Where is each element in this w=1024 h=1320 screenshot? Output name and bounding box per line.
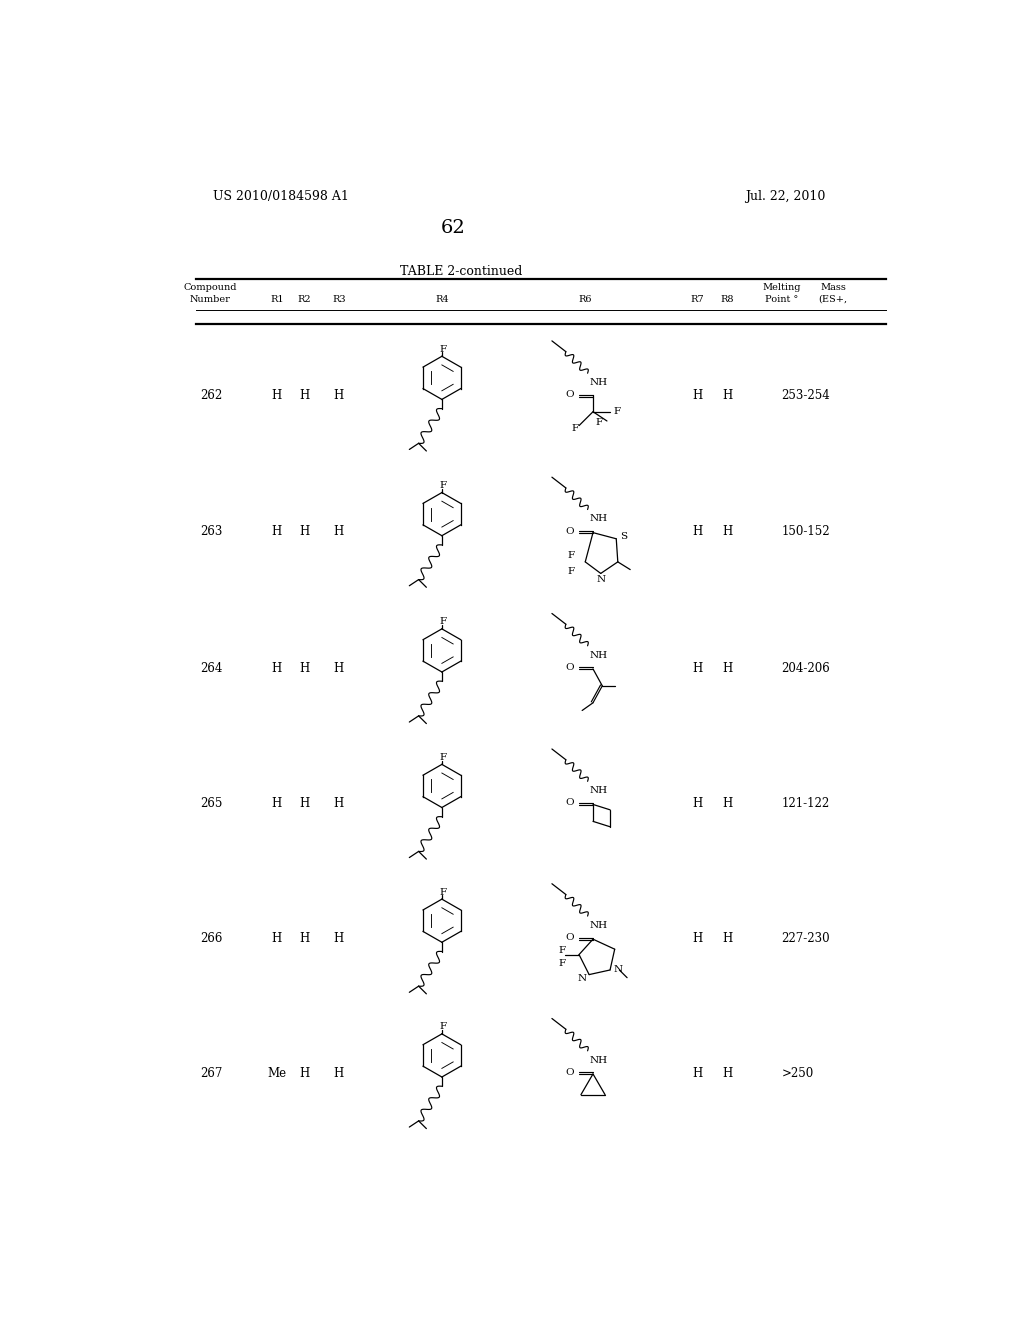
Text: 150-152: 150-152 (781, 525, 829, 539)
Text: F: F (558, 960, 565, 969)
Text: H: H (334, 525, 344, 539)
Text: H: H (271, 661, 282, 675)
Text: F: F (571, 424, 579, 433)
Text: N: N (578, 974, 587, 983)
Text: 263: 263 (201, 525, 223, 539)
Text: H: H (300, 932, 310, 945)
Text: Mass: Mass (820, 284, 846, 292)
Text: NH: NH (589, 787, 607, 795)
Text: Compound: Compound (183, 284, 237, 292)
Text: F: F (440, 345, 447, 354)
Text: H: H (271, 932, 282, 945)
Text: H: H (300, 661, 310, 675)
Text: H: H (722, 525, 732, 539)
Text: H: H (334, 389, 344, 403)
Text: 204-206: 204-206 (781, 661, 830, 675)
Text: S: S (621, 532, 628, 541)
Text: O: O (566, 933, 574, 942)
Text: 265: 265 (201, 797, 223, 810)
Text: 262: 262 (201, 389, 223, 403)
Text: Me: Me (267, 1067, 287, 1080)
Text: H: H (271, 525, 282, 539)
Text: O: O (566, 391, 574, 399)
Text: R1: R1 (270, 294, 284, 304)
Text: (ES+,: (ES+, (818, 294, 848, 304)
Text: H: H (692, 1067, 702, 1080)
Text: F: F (440, 482, 447, 490)
Text: 267: 267 (201, 1067, 223, 1080)
Text: F: F (567, 552, 574, 560)
Text: 62: 62 (441, 219, 466, 236)
Text: H: H (334, 661, 344, 675)
Text: Melting: Melting (762, 284, 801, 292)
Text: H: H (722, 932, 732, 945)
Text: F: F (440, 1023, 447, 1031)
Text: H: H (300, 525, 310, 539)
Text: R6: R6 (579, 294, 592, 304)
Text: H: H (692, 797, 702, 810)
Text: F: F (558, 946, 565, 956)
Text: NH: NH (589, 651, 607, 660)
Text: >250: >250 (781, 1067, 814, 1080)
Text: H: H (334, 1067, 344, 1080)
Text: O: O (566, 799, 574, 808)
Text: H: H (300, 797, 310, 810)
Text: H: H (334, 797, 344, 810)
Text: H: H (692, 525, 702, 539)
Text: R3: R3 (332, 294, 346, 304)
Text: F: F (567, 566, 574, 576)
Text: O: O (566, 1068, 574, 1077)
Text: F: F (440, 888, 447, 896)
Text: 266: 266 (201, 932, 223, 945)
Text: H: H (271, 797, 282, 810)
Text: R8: R8 (720, 294, 734, 304)
Text: N: N (614, 965, 623, 974)
Text: Jul. 22, 2010: Jul. 22, 2010 (745, 190, 825, 203)
Text: H: H (722, 389, 732, 403)
Text: F: F (614, 408, 621, 416)
Text: 121-122: 121-122 (781, 797, 829, 810)
Text: Number: Number (189, 294, 230, 304)
Text: R4: R4 (435, 294, 449, 304)
Text: H: H (300, 389, 310, 403)
Text: H: H (722, 797, 732, 810)
Text: Point °: Point ° (765, 294, 798, 304)
Text: H: H (692, 661, 702, 675)
Text: H: H (334, 932, 344, 945)
Text: O: O (566, 527, 574, 536)
Text: NH: NH (589, 921, 607, 929)
Text: H: H (692, 932, 702, 945)
Text: NH: NH (589, 1056, 607, 1064)
Text: H: H (722, 661, 732, 675)
Text: NH: NH (589, 515, 607, 523)
Text: 227-230: 227-230 (781, 932, 829, 945)
Text: F: F (595, 418, 602, 426)
Text: F: F (440, 752, 447, 762)
Text: NH: NH (589, 378, 607, 387)
Text: H: H (300, 1067, 310, 1080)
Text: US 2010/0184598 A1: US 2010/0184598 A1 (213, 190, 349, 203)
Text: H: H (271, 389, 282, 403)
Text: F: F (440, 618, 447, 627)
Text: O: O (566, 663, 574, 672)
Text: TABLE 2-continued: TABLE 2-continued (400, 265, 522, 279)
Text: R7: R7 (691, 294, 705, 304)
Text: 253-254: 253-254 (781, 389, 830, 403)
Text: 264: 264 (201, 661, 223, 675)
Text: H: H (722, 1067, 732, 1080)
Text: H: H (692, 389, 702, 403)
Text: N: N (596, 576, 605, 583)
Text: R2: R2 (298, 294, 311, 304)
